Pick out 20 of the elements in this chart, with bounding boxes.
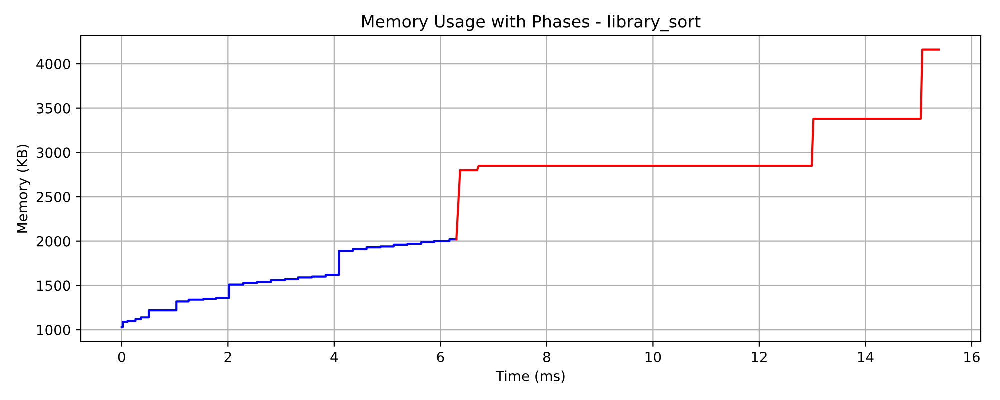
x-tick-label: 16: [964, 352, 980, 362]
y-tick-label: 1500: [37, 280, 70, 292]
y-tick-label: 3500: [36, 103, 70, 114]
x-tick-label: 4: [330, 352, 338, 362]
y-tick-label: 2000: [36, 236, 70, 247]
x-tick-label: 0: [118, 352, 126, 362]
chart-title: Memory Usage with Phases - library_sort: [362, 15, 701, 32]
x-tick-label: 10: [646, 352, 662, 362]
x-tick-label: 6: [437, 352, 444, 362]
x-tick-label: 12: [752, 352, 767, 362]
x-tick-label: 14: [858, 352, 874, 362]
y-tick-label: 1000: [37, 325, 70, 336]
y-tick-label: 2500: [36, 192, 70, 202]
x-tick-label: 8: [543, 352, 550, 362]
y-axis-title: Memory (KB): [16, 145, 30, 233]
line-series: [456, 48, 940, 241]
y-tick-label: 3000: [36, 148, 70, 158]
x-axis-title: Time (ms): [496, 370, 565, 384]
x-tick-label: 2: [224, 352, 232, 362]
y-tick-label: 4000: [36, 58, 70, 70]
